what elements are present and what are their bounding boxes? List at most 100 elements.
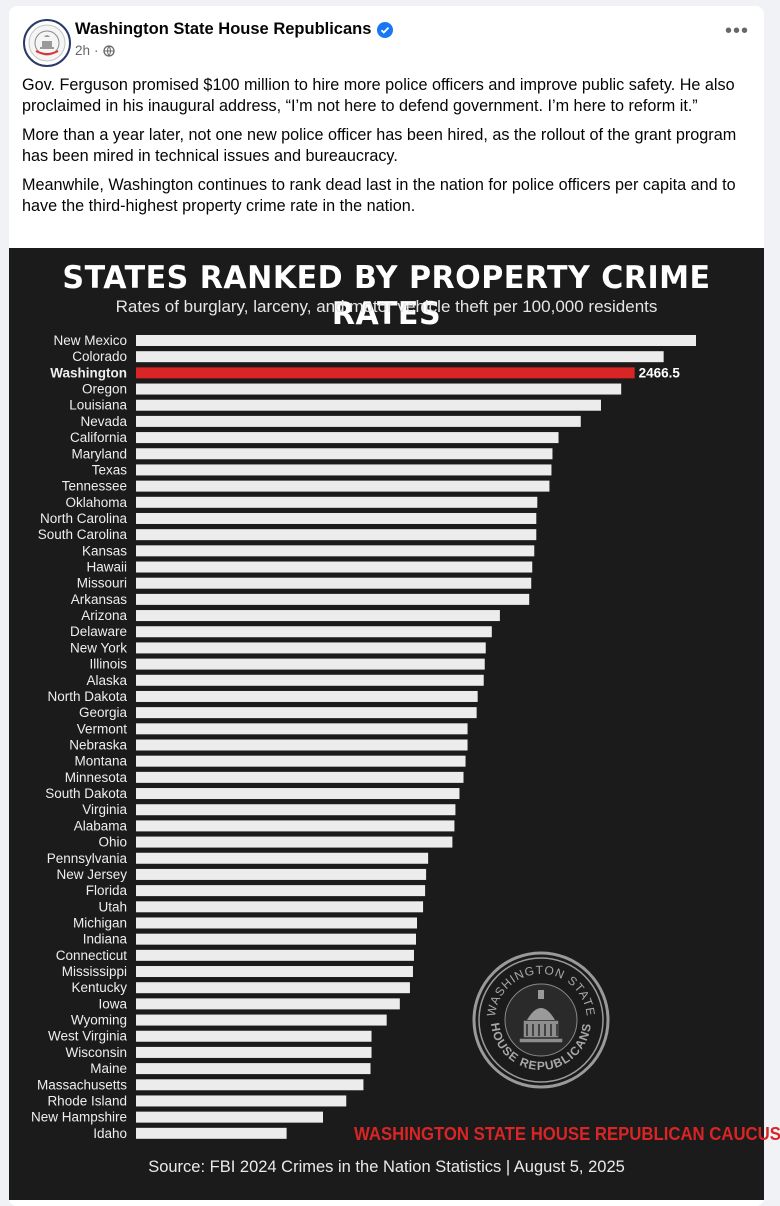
state-label: Arkansas (71, 592, 128, 607)
state-label: Louisiana (69, 398, 127, 413)
post-meta: 2h · (75, 43, 115, 58)
bar (136, 658, 485, 670)
state-label: Oregon (82, 382, 127, 397)
state-label: Rhode Island (47, 1093, 127, 1108)
state-label: Kentucky (71, 980, 127, 995)
state-label: Florida (86, 883, 128, 898)
bar (136, 982, 410, 994)
state-label: Maine (90, 1061, 127, 1076)
bar (136, 432, 559, 444)
bar (136, 626, 492, 638)
bar (136, 723, 468, 735)
bar (136, 399, 601, 411)
globe-icon (102, 44, 115, 57)
bar (136, 1079, 364, 1091)
state-label: Texas (92, 462, 128, 477)
bar (136, 335, 696, 346)
post-time[interactable]: 2h (75, 43, 91, 58)
state-label: Utah (98, 899, 127, 914)
bar (136, 448, 553, 460)
state-label: Virginia (82, 802, 127, 817)
bar (136, 464, 552, 476)
state-label: Missouri (77, 576, 127, 591)
bar (136, 868, 427, 880)
house-republicans-seal-icon: WASHINGTON STATE HOUSE REPUBLICANS (472, 951, 610, 1089)
state-label: Hawaii (86, 560, 127, 575)
bar (136, 820, 455, 832)
bar (136, 1030, 372, 1042)
post-paragraph: More than a year later, not one new poli… (22, 126, 737, 165)
bar (136, 480, 550, 492)
bar (136, 1014, 387, 1026)
more-options-icon[interactable]: ••• (724, 20, 749, 42)
bar (136, 917, 418, 929)
state-label: Mississippi (62, 964, 127, 979)
bar (136, 755, 466, 767)
bar (136, 610, 500, 622)
bar (136, 674, 484, 686)
state-label: Pennsylvania (47, 851, 128, 866)
bar (136, 690, 478, 702)
state-label: Michigan (73, 915, 127, 930)
state-label: Oklahoma (65, 495, 127, 510)
bar (136, 512, 537, 524)
state-label: Alabama (74, 818, 128, 833)
bar (136, 642, 486, 654)
state-label: Nevada (80, 414, 127, 429)
state-label: Wyoming (71, 1013, 127, 1028)
state-label: Colorado (72, 349, 127, 364)
state-label: New Jersey (56, 867, 127, 882)
bar (136, 836, 453, 848)
bar (136, 771, 464, 783)
bar (136, 529, 537, 541)
state-label: Indiana (83, 932, 128, 947)
bar (136, 496, 538, 508)
state-label: West Virginia (48, 1029, 128, 1044)
bar (136, 1095, 347, 1107)
bar (136, 739, 468, 751)
bar (136, 933, 416, 945)
state-label: South Dakota (45, 786, 127, 801)
state-label: Illinois (89, 657, 127, 672)
bar (136, 561, 533, 573)
bar (136, 1063, 371, 1075)
post-paragraph: Meanwhile, Washington continues to rank … (22, 176, 736, 215)
state-label: Washington (50, 365, 127, 380)
state-label: South Carolina (38, 527, 128, 542)
state-label: Nebraska (69, 738, 127, 753)
page-name[interactable]: Washington State House Republicans (75, 20, 372, 38)
state-label: California (70, 430, 128, 445)
bar (136, 1127, 287, 1139)
highlight-bar (136, 367, 635, 379)
chart-title: STATES RANKED BY PROPERTY CRIME RATES (62, 260, 711, 332)
state-label: New York (70, 640, 127, 655)
bar (136, 415, 581, 427)
state-label: Alaska (86, 673, 127, 688)
bar (136, 383, 622, 395)
page-name-link[interactable]: Washington State House Republicans (75, 20, 394, 39)
state-label: New Mexico (53, 333, 127, 348)
state-label: Tennessee (62, 479, 127, 494)
state-label: Delaware (70, 624, 127, 639)
state-label: Connecticut (56, 948, 128, 963)
state-label: Idaho (93, 1126, 127, 1141)
post-paragraph: Gov. Ferguson promised $100 million to h… (22, 76, 735, 115)
bar (136, 804, 456, 816)
bar (136, 707, 477, 719)
bar (136, 351, 664, 363)
state-label: Wisconsin (65, 1045, 127, 1060)
bar (136, 788, 460, 800)
state-label: Massachusetts (37, 1077, 127, 1092)
state-label: Georgia (79, 705, 128, 720)
bar (136, 593, 530, 605)
state-label: North Carolina (40, 511, 128, 526)
bar (136, 901, 424, 913)
page-avatar[interactable] (23, 19, 71, 67)
chart-subtitle: Rates of burglary, larceny, and motor ve… (115, 297, 658, 316)
bar (136, 1111, 324, 1123)
post-text: Gov. Ferguson promised $100 million to h… (22, 75, 752, 225)
state-label: Minnesota (65, 770, 128, 785)
infographic-image[interactable]: STATES RANKED BY PROPERTY CRIME RATES Ra… (9, 248, 780, 1200)
bar (136, 1046, 372, 1058)
